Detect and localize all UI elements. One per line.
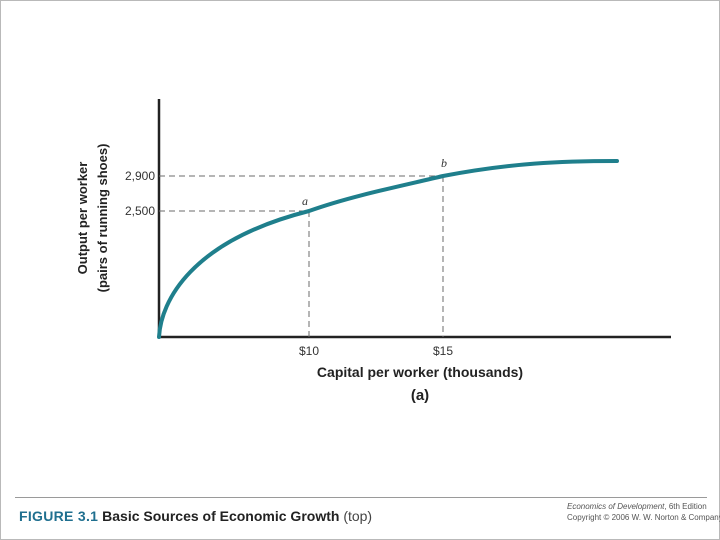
figure-title: Basic Sources of Economic Growth [102, 508, 340, 524]
y-axis-title-line-1: Output per worker [75, 162, 90, 275]
edition: , 6th Edition [664, 502, 707, 511]
publisher-credit: Economics of Development, 6th Edition Co… [567, 501, 720, 523]
production-curve [157, 159, 619, 339]
panel-label: (a) [411, 387, 429, 404]
x-tick-label-10: $10 [299, 344, 319, 358]
figure-caption: FIGURE 3.1 Basic Sources of Economic Gro… [19, 507, 372, 525]
figure-note: (top) [343, 508, 373, 524]
book-title: Economics of Development [567, 502, 665, 511]
y-tick-label-2900: 2,900 [125, 169, 155, 183]
y-tick-label-2500: 2,500 [125, 204, 155, 218]
x-tick-label-15: $15 [433, 344, 453, 358]
point-label-a: a [302, 194, 308, 208]
point-label-b: b [441, 156, 447, 170]
figure-number: FIGURE 3.1 [19, 508, 99, 524]
caption-divider [15, 497, 707, 498]
copyright: Copyright © 2006 W. W. Norton & Company [567, 513, 720, 522]
book-title-line: Economics of Development, 6th Edition [567, 501, 713, 512]
y-axis-title-line-2: (pairs of running shoes) [95, 144, 110, 293]
x-axis-title: Capital per worker (thousands) [317, 364, 523, 380]
